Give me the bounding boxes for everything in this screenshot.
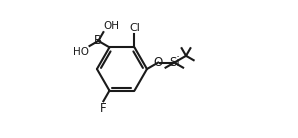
Text: OH: OH: [104, 21, 120, 31]
Text: Cl: Cl: [129, 23, 140, 33]
Text: O: O: [153, 56, 163, 69]
Text: F: F: [100, 102, 107, 115]
Text: HO: HO: [73, 47, 89, 57]
Text: Si: Si: [169, 56, 180, 69]
Text: B: B: [94, 34, 103, 47]
